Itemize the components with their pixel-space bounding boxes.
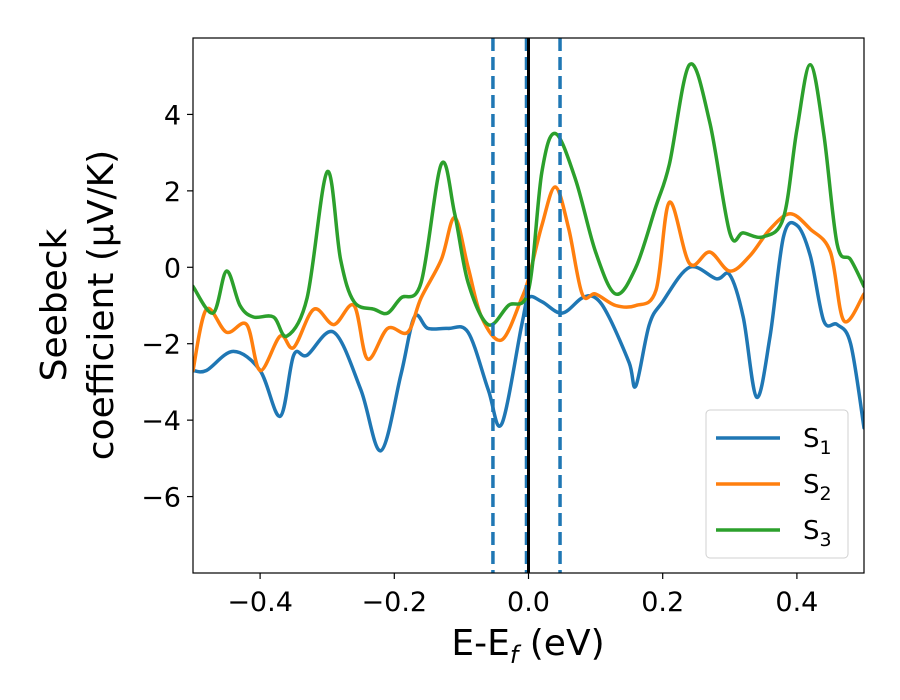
x-tick-label: −0.2 (362, 587, 428, 618)
x-tick-label: 0.0 (507, 587, 550, 618)
x-axis-ticks: −0.4 −0.2 0.0 0.2 0.4 (227, 573, 818, 618)
y-axis-label-line2: coefficient (μV/K) (81, 150, 122, 460)
y-axis-label-line1: Seebeck (34, 228, 75, 381)
legend-label-s2: S2 (803, 470, 832, 505)
x-axis-label: E-Ef (eV) (451, 623, 604, 669)
x-tick-label: 0.2 (641, 587, 684, 618)
y-axis-ticks: −6 −4 −2 0 2 4 (141, 100, 193, 514)
legend-label-s1: S1 (803, 424, 832, 459)
x-tick-label: −0.4 (227, 587, 293, 618)
y-tick-label: −4 (141, 406, 181, 437)
y-tick-label: 0 (164, 253, 181, 284)
y-tick-label: −2 (141, 330, 181, 361)
series-line-s3 (193, 62, 864, 339)
legend-items: S1 S2 S3 (716, 424, 832, 551)
series-line-s1 (193, 220, 864, 453)
legend: S1 S2 S3 (705, 409, 849, 559)
x-tick-label: 0.4 (775, 587, 818, 618)
y-tick-label: −6 (141, 483, 181, 514)
vline-layer (491, 38, 562, 573)
y-tick-label: 4 (164, 100, 181, 131)
y-tick-label: 2 (164, 177, 181, 208)
legend-label-s3: S3 (803, 516, 832, 551)
y-axis-label: Seebeck coefficient (μV/K) (34, 150, 122, 460)
